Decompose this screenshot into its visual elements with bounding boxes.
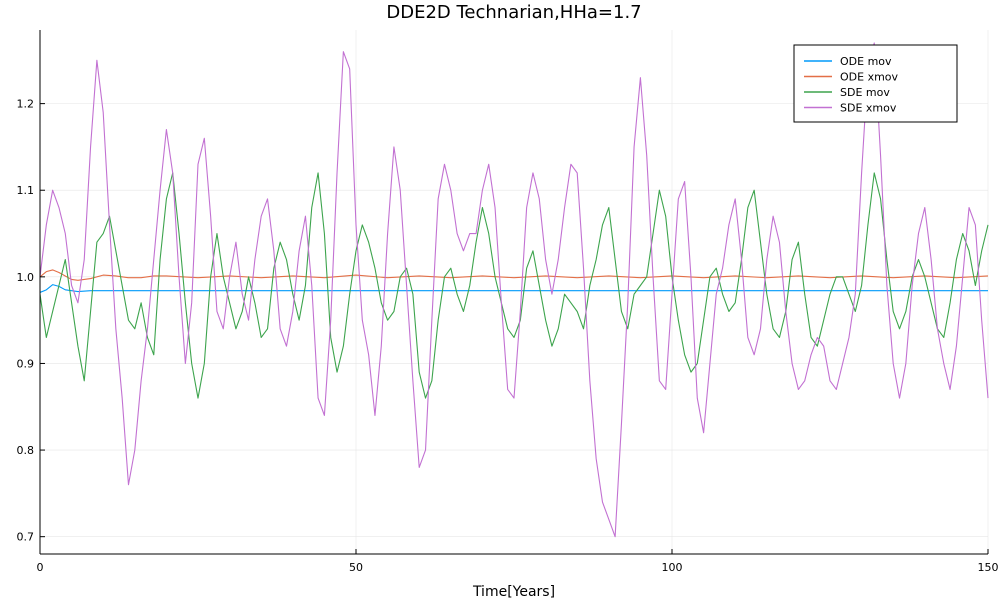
x-tick-label: 0 <box>37 561 44 574</box>
y-tick-label: 1.2 <box>17 98 35 111</box>
axes <box>39 30 988 555</box>
legend-label-sde-xmov: SDE xmov <box>840 102 897 115</box>
x-tick-label: 50 <box>349 561 363 574</box>
legend-label-ode-xmov: ODE xmov <box>840 71 899 84</box>
x-tick-label: 150 <box>978 561 999 574</box>
chart-title: DDE2D Technarian,HHa=1.7 <box>386 2 641 23</box>
legend-box <box>793 44 958 123</box>
x-axis-label: Time[Years] <box>472 584 555 600</box>
legend: ODE mov ODE xmov SDE mov SDE xmov <box>793 44 958 123</box>
series-line-sde-xmov <box>39 42 989 538</box>
legend-label-ode-mov: ODE mov <box>840 55 892 68</box>
y-tick-label: 0.8 <box>17 444 35 457</box>
ticks: 0 50 100 150 0.7 0.8 0.9 1.0 1.1 1.2 <box>17 98 999 574</box>
y-tick-label: 1.0 <box>17 271 35 284</box>
series-layer <box>39 42 989 538</box>
y-tick-label: 1.1 <box>17 184 35 197</box>
series-line-ode-mov <box>39 284 988 293</box>
y-tick-label: 0.7 <box>17 531 35 544</box>
series-line-sde-mov <box>39 172 989 399</box>
legend-label-sde-mov: SDE mov <box>840 86 890 99</box>
x-tick-label: 100 <box>662 561 683 574</box>
y-tick-label: 0.9 <box>17 357 35 370</box>
